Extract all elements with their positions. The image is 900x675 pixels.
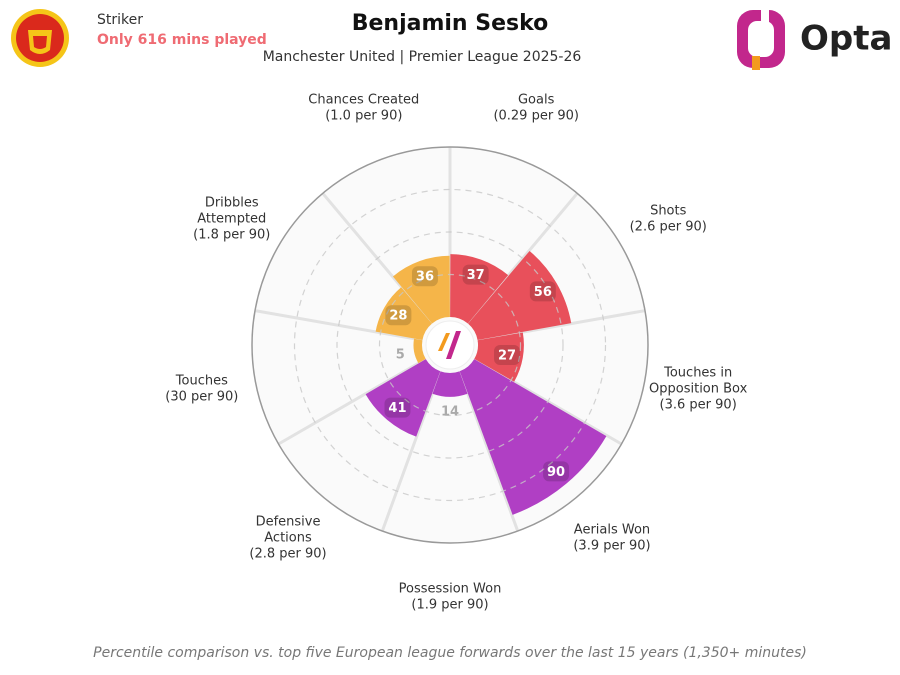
value-badge <box>384 397 411 418</box>
category-label: Touches in <box>663 365 732 380</box>
value-badge <box>385 305 412 326</box>
spoke <box>380 370 442 532</box>
brand-logo <box>737 8 785 70</box>
value-label: 56 <box>534 285 552 300</box>
value-badge <box>494 345 521 366</box>
value-label: 36 <box>416 270 434 285</box>
value-label: 90 <box>547 465 565 480</box>
wedge <box>392 255 450 324</box>
position: Striker <box>97 12 143 28</box>
category-label: Possession Won <box>399 582 502 597</box>
per90-label: (2.8 per 90) <box>249 547 326 562</box>
wedge <box>450 254 509 324</box>
wedge <box>432 371 468 397</box>
category-label: Defensive <box>256 515 321 530</box>
wedge <box>474 332 524 382</box>
per90-label: (1.8 per 90) <box>193 228 270 243</box>
value-label: 28 <box>389 309 407 324</box>
category-label: Chances Created <box>308 93 419 108</box>
category-label: Goals <box>518 93 555 108</box>
grid-circle <box>378 273 522 417</box>
category-label: Touches <box>175 373 228 388</box>
category-label: Attempted <box>197 212 266 227</box>
category-label: Actions <box>264 531 312 546</box>
center-icon <box>438 333 450 351</box>
category-label: Opposition Box <box>649 381 748 396</box>
value-label: 5 <box>396 347 405 362</box>
per90-label: (1.9 per 90) <box>411 598 488 613</box>
value-label: 27 <box>498 349 516 364</box>
value-label: 14 <box>441 404 459 419</box>
outer-ring <box>251 146 649 544</box>
wedge <box>375 287 432 341</box>
plot: 37 Goals(0.29 per 90) 56 Shots(2.6 per 90) 2… <box>165 93 747 613</box>
value-badge <box>462 264 489 285</box>
note: Only 616 mins played <box>97 32 267 48</box>
category-label: Shots <box>650 204 687 219</box>
value-label: 37 <box>467 268 485 283</box>
grid-circle <box>336 231 564 459</box>
center-badge <box>425 320 475 370</box>
wedge <box>468 250 572 341</box>
per90-label: (3.9 per 90) <box>573 539 650 554</box>
wedge <box>413 338 426 364</box>
spoke <box>477 309 646 342</box>
per90-label: (2.6 per 90) <box>630 220 707 235</box>
center-icon <box>446 331 461 359</box>
grid-circle <box>293 188 607 502</box>
chart-subtitle: Manchester United | Premier League 2025-… <box>263 49 582 65</box>
per90-label: (0.29 per 90) <box>493 109 579 124</box>
value-badge <box>543 461 570 482</box>
value-badge <box>411 266 438 287</box>
club-crest <box>11 9 69 67</box>
brand-name: Opta <box>800 19 892 59</box>
value-label: 41 <box>388 401 406 416</box>
wedge <box>365 359 441 437</box>
category-label: Aerials Won <box>574 523 650 538</box>
category-label: Dribbles <box>205 196 259 211</box>
chart-title: Benjamin Sesko <box>352 11 549 36</box>
per90-label: (1.0 per 90) <box>325 109 402 124</box>
value-badge <box>529 281 556 302</box>
spoke <box>277 357 427 446</box>
per90-label: (30 per 90) <box>165 389 238 404</box>
footnote: Percentile comparison vs. top five Europ… <box>93 645 807 661</box>
per90-label: (3.6 per 90) <box>660 397 737 412</box>
